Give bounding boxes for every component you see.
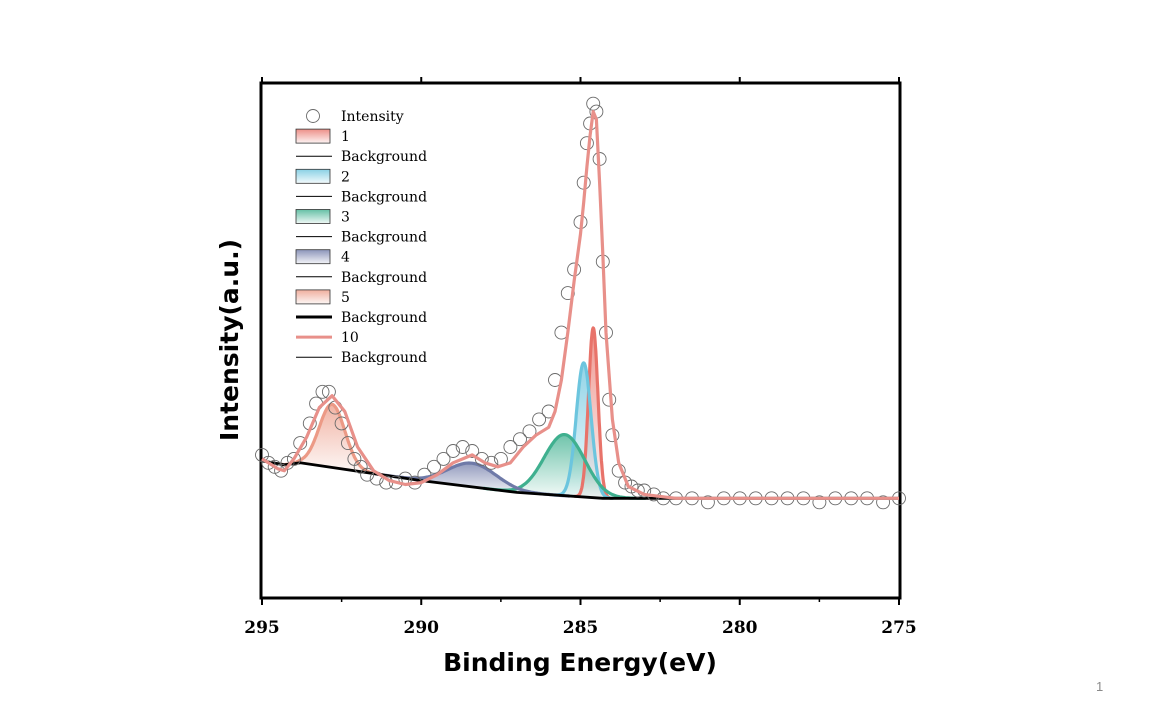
legend-label: Background: [341, 270, 427, 286]
intensity-point: [427, 459, 441, 474]
intensity-point: [513, 432, 527, 447]
legend-label: 5: [341, 290, 350, 306]
intensity-point: [812, 495, 827, 510]
legend-label: Background: [341, 149, 427, 165]
intensity-point: [586, 96, 601, 111]
legend-entry: Background: [296, 310, 427, 326]
legend-label: 3: [341, 210, 350, 226]
intensity-point: [436, 451, 451, 466]
x-tick-label: 295: [244, 618, 280, 638]
legend-entry: 3: [295, 209, 350, 226]
legend-label: 1: [341, 129, 350, 145]
axes: 295 290 285 280 275: [244, 77, 917, 638]
intensity-point: [474, 451, 489, 466]
intensity-point: [446, 444, 461, 458]
legend-entry: Background: [296, 270, 427, 286]
legend-swatch: [295, 168, 331, 184]
legend-label: Background: [341, 230, 427, 246]
legend-entry: 4: [295, 249, 350, 266]
x-axis-title: Binding Energy(eV): [443, 648, 717, 677]
intensity-point: [286, 451, 301, 466]
x-tick-label: 275: [881, 618, 917, 638]
legend-swatch: [295, 209, 331, 224]
peak-2-curve: [552, 361, 615, 500]
intensity-point: [700, 495, 715, 510]
legend-entry: Background: [296, 230, 427, 246]
intensity-point: [522, 424, 537, 439]
legend-label: 4: [341, 250, 350, 266]
legend-entry: Intensity: [306, 109, 404, 125]
x-tick-label: 290: [404, 618, 440, 638]
legend-swatch: [295, 128, 331, 144]
legend-entry: 10: [296, 330, 359, 346]
legend-label: 2: [341, 169, 350, 185]
legend-entry: Background: [296, 189, 427, 205]
intensity-point: [315, 384, 330, 399]
legend-marker: [306, 109, 320, 123]
intensity-point: [360, 467, 375, 482]
legend-entry: 2: [295, 168, 350, 185]
peak-3-curve: [483, 433, 646, 500]
legend-label: Background: [341, 189, 427, 205]
legend-label: Background: [341, 310, 427, 326]
envelope-layer: [261, 110, 899, 500]
x-tick-label: 285: [563, 618, 599, 638]
intensity-point: [560, 286, 575, 301]
legend-entry: Background: [296, 149, 427, 165]
page-number: 1: [1096, 679, 1104, 694]
intensity-point: [503, 440, 518, 454]
x-tick-label: 280: [722, 618, 758, 638]
legend-entry: 1: [295, 128, 350, 145]
legend-swatch: [295, 249, 331, 265]
peak-3-fill: [483, 434, 646, 499]
intensity-point: [465, 444, 480, 458]
peak-4-fill: [374, 463, 570, 497]
legend-label: Intensity: [341, 109, 404, 125]
legend-label: Background: [341, 350, 427, 366]
legend-entry: Background: [296, 350, 427, 366]
y-axis-title: Intensity(a.u.): [215, 239, 244, 441]
legend-label: 10: [341, 330, 359, 346]
intensity-point: [876, 495, 891, 510]
intensity-point: [579, 136, 594, 151]
intensity-point: [532, 412, 547, 427]
envelope-line: [261, 110, 899, 500]
legend-swatch: [295, 289, 331, 305]
intensity-point: [630, 483, 645, 498]
legend: Intensity 1 Background 2 Background 3 Backgrou…: [295, 109, 427, 366]
peak-1-fill: [574, 328, 613, 499]
legend-entry: 5: [295, 289, 350, 306]
peak-1-curve: [573, 326, 614, 500]
peak-2-fill: [553, 362, 614, 499]
intensity-point: [455, 440, 470, 454]
